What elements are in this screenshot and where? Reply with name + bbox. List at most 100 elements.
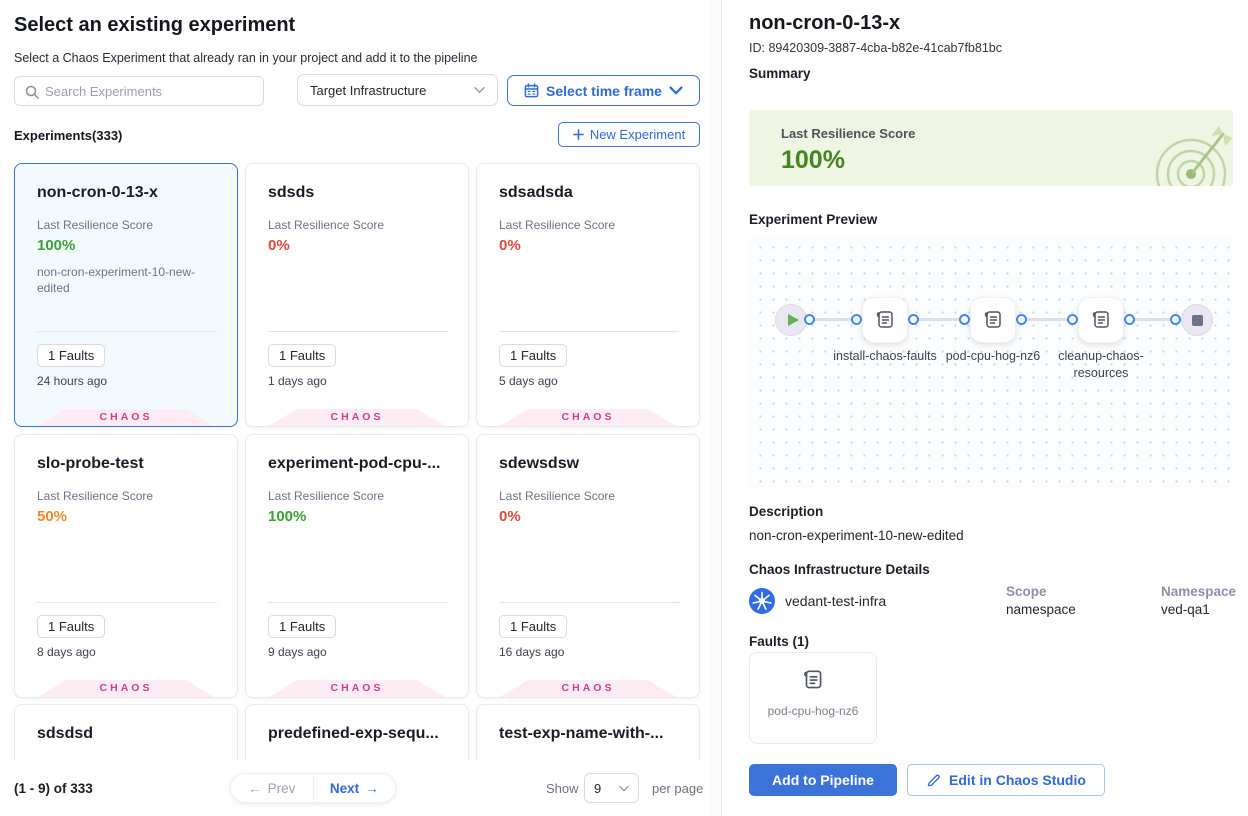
select-time-frame-label: Select time frame [546,82,662,99]
chaos-badge: CHAOS [269,680,445,697]
experiment-card[interactable]: non-cron-0-13-x Last Resilience Score 10… [14,163,238,427]
infrastructure-heading: Chaos Infrastructure Details [749,562,930,577]
experiment-card[interactable]: slo-probe-test Last Resilience Score 50%… [14,434,238,698]
experiment-description: non-cron-experiment-10-new-edited [37,265,196,295]
last-run-time: 5 days ago [499,374,558,388]
namespace-field: Namespace ved-qa1 [1161,584,1236,617]
search-box [14,76,264,106]
experiment-preview-canvas: install-chaos-faults pod-cpu-hog-nz6 cle… [749,236,1233,488]
experiment-card-title: experiment-pod-cpu-... [268,455,441,472]
play-icon [788,314,799,326]
connector-dot [851,314,862,325]
fault-script-icon [1092,311,1109,328]
experiment-card[interactable]: experiment-pod-cpu-... Last Resilience S… [245,434,469,698]
pipeline-step-node [862,297,908,343]
score-label: Last Resilience Score [37,218,154,232]
banner-score-value: 100% [781,146,845,174]
page-subtitle: Select a Chaos Experiment that already r… [14,51,478,65]
edit-in-chaos-studio-label: Edit in Chaos Studio [949,772,1086,788]
connector-dot [1124,314,1135,325]
score-value: 0% [268,237,290,254]
experiment-card-title: test-exp-name-with-... [499,725,664,742]
next-label: Next [329,780,360,796]
chevron-down-icon [669,86,683,95]
faults-chip: 1 Faults [37,344,106,367]
next-page-button[interactable]: Next → [314,774,396,802]
description-text: non-cron-experiment-10-new-edited [749,528,964,543]
chevron-down-icon [474,86,485,94]
connector-dot [1170,314,1181,325]
pencil-icon [927,774,940,786]
faults-chip: 1 Faults [268,344,337,367]
fault-script-icon [876,311,893,328]
arrow-left-icon: ← [248,780,262,796]
faults-chip: 1 Faults [499,615,568,638]
per-page-label: per page [652,780,704,796]
experiment-card[interactable]: sdewsdsw Last Resilience Score 0% 1 Faul… [476,434,700,698]
experiment-card[interactable]: sdsds Last Resilience Score 0% 1 Faults … [245,163,469,427]
faults-heading: Faults (1) [749,634,810,649]
search-input[interactable] [45,78,259,104]
arrow-right-icon: → [365,780,379,796]
add-to-pipeline-button[interactable]: Add to Pipeline [749,764,897,796]
last-run-time: 1 days ago [268,374,327,388]
experiments-count: Experiments(333) [14,128,123,143]
faults-chip: 1 Faults [37,615,106,638]
new-experiment-button[interactable]: New Experiment [558,122,700,147]
search-icon [25,85,39,99]
pipeline-step-label: pod-cpu-hog-nz6 [945,349,1041,363]
prev-page-button[interactable]: ← Prev [231,774,314,802]
score-value: 0% [499,508,521,525]
pipeline-end-node [1181,304,1213,336]
scope-field: Scope namespace [1006,584,1076,617]
edit-in-chaos-studio-button[interactable]: Edit in Chaos Studio [907,764,1105,796]
chevron-down-icon [619,785,629,792]
experiment-preview-heading: Experiment Preview [749,212,878,227]
pipeline-step-label: install-chaos-faults [833,349,937,363]
score-value: 0% [499,237,521,254]
chaos-badge: CHAOS [500,680,676,697]
experiment-picker-panel: Select an existing experiment Select a C… [14,14,704,816]
prev-label: Prev [267,780,296,796]
pipeline-step-node [970,297,1016,343]
connector-dot [959,314,970,325]
fault-card: pod-cpu-hog-nz6 [749,652,877,744]
select-time-frame-button[interactable]: Select time frame [507,75,700,106]
page-title: Select an existing experiment [14,14,296,36]
divider [499,331,679,332]
resilience-score-banner: Last Resilience Score 100% [749,110,1233,186]
summary-heading: Summary [749,66,811,81]
last-run-time: 24 hours ago [37,374,108,388]
namespace-label: Namespace [1161,584,1237,599]
calendar-icon [524,83,539,98]
experiment-card-title: sdsadsda [499,184,573,201]
scope-label: Scope [1006,584,1047,599]
experiment-card[interactable]: sdsadsda Last Resilience Score 0% 1 Faul… [476,163,700,427]
connector-dot [1067,314,1078,325]
kubernetes-icon [749,588,775,614]
divider [499,602,679,603]
score-label: Last Resilience Score [268,489,385,503]
experiment-card-title: sdewsdsw [499,455,580,472]
namespace-value: ved-qa1 [1161,602,1210,617]
chaos-badge: CHAOS [269,409,445,426]
connector-dot [908,314,919,325]
target-infrastructure-select[interactable]: Target Infrastructure [297,74,498,106]
experiment-id: ID: 89420309-3887-4cba-b82e-41cab7fb81bc [749,41,1002,55]
faults-chip: 1 Faults [499,344,568,367]
score-value: 100% [268,508,307,525]
fault-script-icon [804,670,822,689]
connector-dot [1016,314,1027,325]
score-label: Last Resilience Score [499,489,616,503]
last-run-time: 16 days ago [499,645,565,659]
stop-icon [1192,315,1203,326]
chaos-badge: CHAOS [38,409,214,426]
page-size-select[interactable]: 9 [584,773,639,803]
score-label: Last Resilience Score [499,218,616,232]
experiment-details-panel: non-cron-0-13-x ID: 89420309-3887-4cba-b… [723,0,1248,816]
score-value: 100% [37,237,76,254]
infrastructure-name: vedant-test-infra [785,593,887,609]
score-label: Last Resilience Score [268,218,385,232]
new-experiment-label: New Experiment [589,127,686,142]
divider [268,331,448,332]
